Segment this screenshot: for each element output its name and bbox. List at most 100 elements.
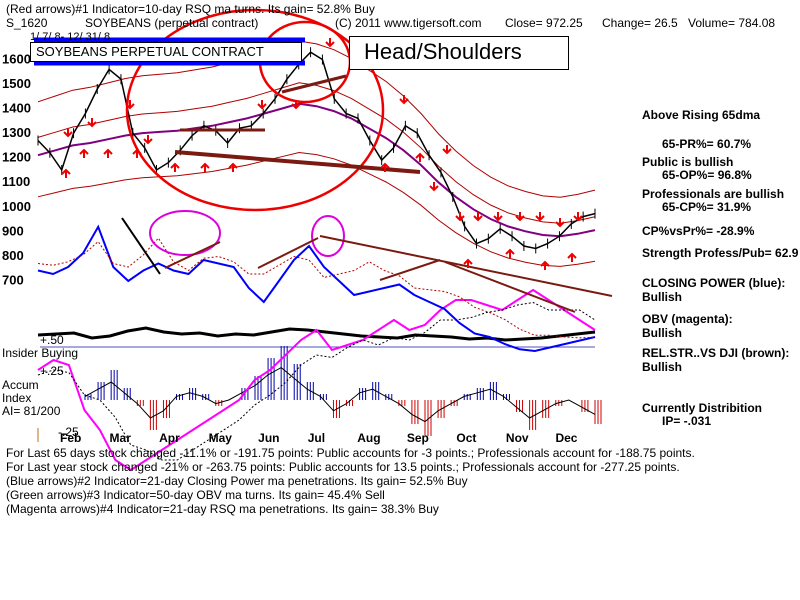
buy-arrow-head (325, 41, 335, 48)
y-tick-label: 700 (2, 272, 24, 287)
upper-band-line (37, 40, 596, 198)
buy-arrow-head (291, 103, 301, 110)
buy-arrow-head (103, 148, 113, 155)
footer-line-2: For Last year stock changed -21% or -263… (6, 460, 680, 474)
buy-arrow-head (505, 248, 515, 255)
pattern-annotation-text: Head/Shoulders (364, 39, 522, 64)
buy-arrow-head (455, 215, 465, 222)
obv-ma-line (37, 301, 596, 461)
buy-arrow-head (132, 148, 142, 155)
copyright: (C) 2011 www.tigersoft.com (335, 16, 482, 30)
distribution-label: Currently Distribition (642, 401, 763, 415)
cp-ellipse-1 (149, 210, 221, 256)
footer-line-5: (Magenta arrows)#4 Indicator=21-day RSQ … (6, 502, 439, 516)
ai-value: AI= 81/200 (2, 404, 61, 418)
cp-ellipse-2 (311, 215, 345, 257)
buy-arrow-head (61, 168, 71, 175)
closing-power-line (37, 224, 596, 353)
relstr-value: Bullish (642, 360, 683, 374)
accum-index-histogram (84, 346, 602, 436)
cp-trend-2 (164, 241, 221, 269)
buy-arrow-head (463, 258, 473, 265)
buy-arrow-head (125, 103, 135, 110)
buy-arrow-head (573, 215, 583, 222)
ip-value: IP= -.031 (662, 414, 712, 428)
date-range: 1/ 7/ 8- 12/ 31/ 8 (30, 31, 111, 43)
y-tick-label: 1600 (2, 52, 31, 67)
buy-arrow-head (79, 148, 89, 155)
volume-value: Volume= 784.08 (688, 16, 776, 30)
accum-average-line (84, 366, 596, 423)
month-label: Oct (456, 431, 476, 445)
buy-arrow-head (535, 215, 545, 222)
contract-name: SOYBEANS (perpetual contract) (85, 16, 259, 30)
footer-line-4: (Green arrows)#3 Indicator=50-day OBV ma… (6, 488, 385, 502)
month-label: Jul (308, 431, 325, 445)
chart-lines (37, 40, 596, 472)
buy-arrow-head (555, 221, 565, 228)
month-label: Apr (159, 431, 180, 445)
cp-vs-pr-value: CP%vsPr%= -28.9% (642, 224, 755, 238)
minus25-label: -.25 (58, 425, 79, 439)
buy-arrow-head (567, 252, 577, 259)
indicator-1-line: (Red arrows)#1 Indicator=10-day RSQ ma t… (6, 2, 375, 16)
y-tick-label: 900 (2, 223, 24, 238)
buy-arrow-head (429, 185, 439, 192)
lower-band-line (37, 151, 596, 267)
cp-value: 65-CP%= 31.9% (662, 200, 752, 214)
price-line (37, 51, 596, 250)
month-label: Aug (357, 431, 380, 445)
month-label: Dec (555, 431, 577, 445)
buy-arrows (61, 38, 583, 270)
footer-line-3: (Blue arrows)#2 Indicator=21-day Closing… (6, 474, 468, 488)
plus25-label: +.25 (40, 364, 64, 378)
buy-arrow-head (442, 148, 452, 155)
head-shoulders-ellipse (125, 8, 385, 212)
buy-arrow-head (515, 215, 525, 222)
y-tick-label: 1100 (2, 174, 30, 189)
pr-value: 65-PR%= 60.7% (662, 137, 752, 151)
closing-power-ma-line (37, 237, 596, 339)
buy-arrow-head (399, 98, 409, 105)
grid (37, 346, 595, 442)
mid-band-line (37, 82, 596, 224)
y-tick-label: 1300 (2, 125, 31, 140)
y-tick-label: 1500 (2, 76, 31, 91)
cp-trend-5 (379, 259, 441, 281)
close-value: Close= 972.25 (505, 16, 583, 30)
cp-trend-4 (319, 235, 613, 297)
month-labels: Feb Mar Apr May Jun Jul Aug Sep Oct Nov Dec (60, 431, 578, 445)
cp-trend-3 (257, 237, 319, 269)
buy-arrow-head (63, 131, 73, 138)
y-tick-label: 1000 (2, 199, 31, 214)
buy-arrow-head (380, 162, 390, 169)
y-axis-labels: 1600 1500 1400 1300 1200 1100 1000 900 800 700 (2, 52, 31, 288)
professionals-status: Professionals are bullish (642, 187, 785, 201)
month-label: Nov (506, 431, 529, 445)
closing-power-label: CLOSING POWER (blue): (642, 276, 786, 290)
strength-value: Strength Profess/Pub= 62.9 (642, 246, 799, 260)
closing-power-value: Bullish (642, 290, 683, 304)
buy-arrow-head (87, 121, 97, 128)
month-label: Mar (110, 431, 132, 445)
buy-arrow-head (228, 162, 238, 169)
buy-arrow-head (473, 215, 483, 222)
op-value: 65-OP%= 96.8% (662, 168, 752, 182)
month-label: Sep (407, 431, 429, 445)
insider-buying-label: Insider Buying (2, 346, 79, 360)
buy-arrow-head (540, 260, 550, 267)
buy-arrow-head (143, 138, 153, 145)
buy-arrow-head (200, 162, 210, 169)
month-label: Feb (60, 431, 81, 445)
change-value: Change= 26.5 (602, 16, 678, 30)
y-tick-label: 1200 (2, 150, 31, 165)
ma65-line (37, 102, 596, 238)
footer-line-1: For Last 65 days stock changed -11.1% or… (6, 446, 695, 460)
accum-label: Accum (2, 378, 39, 392)
symbol: S_1620 (6, 16, 48, 30)
cp-trend-1 (121, 217, 161, 275)
plus50-label: +.50 (40, 333, 64, 347)
above-ma-label: Above Rising 65dma (642, 108, 761, 122)
contract-annotation-box: SOYBEANS PERPETUAL CONTRACT (30, 42, 302, 62)
